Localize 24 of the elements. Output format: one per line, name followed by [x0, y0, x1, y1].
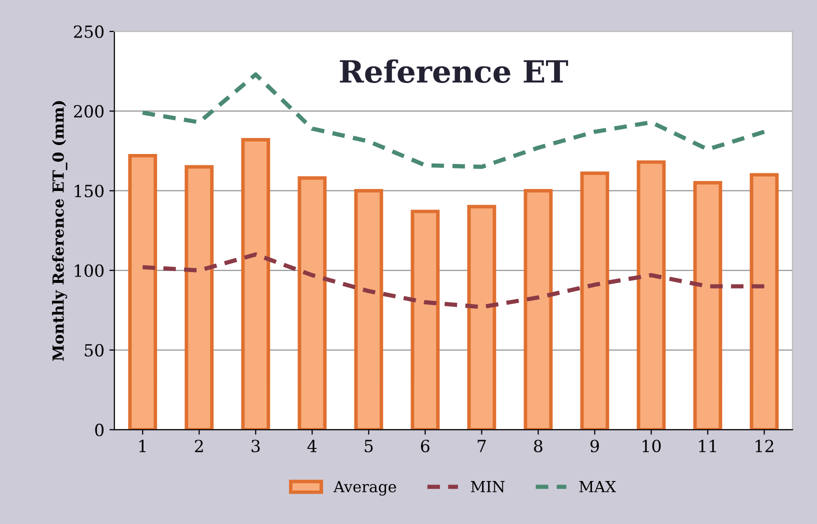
y-tick-label: 200 [74, 105, 104, 118]
legend-label: MAX [579, 481, 616, 492]
y-tick-label: 0 [95, 424, 104, 436]
x-tick-label: 6 [420, 440, 430, 452]
x-tick-label: 1 [139, 440, 146, 452]
line-series [140, 252, 766, 310]
x-tick-label: 12 [756, 440, 774, 452]
x-tick-label: 3 [252, 440, 260, 452]
x-tick-label: 9 [590, 440, 599, 452]
y-tick-label: 100 [74, 264, 104, 277]
x-tick-label: 2 [194, 440, 203, 452]
text: Reference ET [340, 59, 568, 83]
x-tick-label: 5 [364, 440, 373, 452]
y-tick-label: 50 [84, 344, 104, 357]
y-tick-label: 250 [74, 25, 104, 38]
x-tick-label: 11 [699, 440, 716, 452]
legend-label: Average [333, 481, 396, 496]
x-tick-label: 8 [534, 440, 542, 452]
legend-label: MIN [470, 481, 505, 492]
y-axis-title: Monthly Reference ET_0 (mm) [52, 101, 68, 361]
x-tick-label: 4 [307, 440, 317, 452]
y-tick-label: 150 [74, 184, 104, 198]
x-tick-label: 10 [642, 440, 661, 452]
x-tick-label: 7 [478, 440, 486, 452]
